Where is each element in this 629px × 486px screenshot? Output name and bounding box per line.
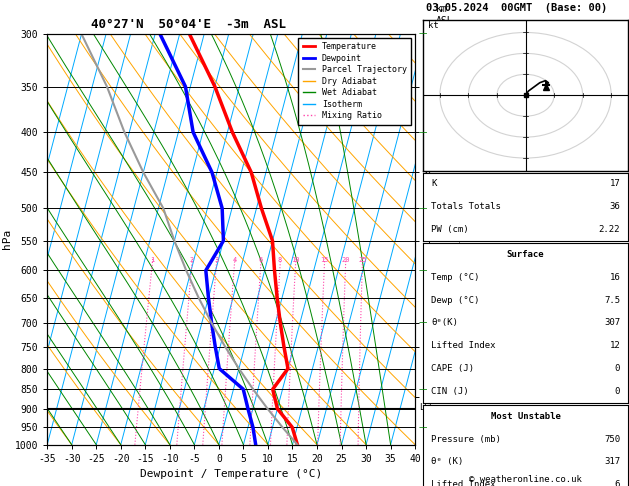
Text: 12: 12 — [610, 341, 620, 350]
Text: θᵉ(K): θᵉ(K) — [431, 318, 458, 328]
Text: 40°27'N  50°04'E  -3m  ASL: 40°27'N 50°04'E -3m ASL — [91, 18, 286, 32]
Text: 3: 3 — [214, 257, 218, 262]
Text: 317: 317 — [604, 457, 620, 467]
Text: Most Unstable: Most Unstable — [491, 412, 560, 421]
Text: 6: 6 — [615, 480, 620, 486]
Text: kt: kt — [428, 21, 439, 30]
Text: 7.5: 7.5 — [604, 295, 620, 305]
Text: 10: 10 — [291, 257, 300, 262]
Text: —: — — [418, 266, 426, 275]
Text: Temp (°C): Temp (°C) — [431, 273, 479, 282]
Text: Dewp (°C): Dewp (°C) — [431, 295, 479, 305]
Text: —: — — [418, 204, 426, 213]
Text: 2.22: 2.22 — [599, 225, 620, 234]
Text: © weatheronline.co.uk: © weatheronline.co.uk — [469, 474, 582, 484]
Text: 25: 25 — [358, 257, 367, 262]
Text: km
ASL: km ASL — [435, 4, 453, 26]
Text: PW (cm): PW (cm) — [431, 225, 469, 234]
Text: 36: 36 — [610, 202, 620, 211]
Text: 2: 2 — [190, 257, 194, 262]
Text: 8: 8 — [278, 257, 282, 262]
Text: CAPE (J): CAPE (J) — [431, 364, 474, 373]
Text: Lifted Index: Lifted Index — [431, 341, 496, 350]
Text: 750: 750 — [604, 434, 620, 444]
Text: 03.05.2024  00GMT  (Base: 00): 03.05.2024 00GMT (Base: 00) — [426, 3, 607, 13]
Text: 307: 307 — [604, 318, 620, 328]
Text: Pressure (mb): Pressure (mb) — [431, 434, 501, 444]
Text: Surface: Surface — [507, 250, 544, 259]
Y-axis label: hPa: hPa — [2, 229, 12, 249]
Legend: Temperature, Dewpoint, Parcel Trajectory, Dry Adiabat, Wet Adiabat, Isotherm, Mi: Temperature, Dewpoint, Parcel Trajectory… — [299, 38, 411, 124]
Text: —: — — [418, 385, 426, 394]
Text: 15: 15 — [320, 257, 329, 262]
Text: 0: 0 — [615, 387, 620, 396]
Text: 16: 16 — [610, 273, 620, 282]
Text: Totals Totals: Totals Totals — [431, 202, 501, 211]
Text: —: — — [418, 318, 426, 328]
Text: Mixing Ratio (g/kg): Mixing Ratio (g/kg) — [458, 184, 468, 295]
Text: —: — — [418, 128, 426, 137]
Text: CIN (J): CIN (J) — [431, 387, 469, 396]
Text: 20: 20 — [342, 257, 350, 262]
Text: Lifted Index: Lifted Index — [431, 480, 496, 486]
Text: K: K — [431, 179, 437, 189]
Text: —: — — [418, 423, 426, 432]
X-axis label: Dewpoint / Temperature (°C): Dewpoint / Temperature (°C) — [140, 469, 322, 479]
Text: 0: 0 — [615, 364, 620, 373]
Text: 4: 4 — [232, 257, 237, 262]
Text: 6: 6 — [259, 257, 263, 262]
Text: LCL: LCL — [419, 403, 434, 412]
Text: θᵉ (K): θᵉ (K) — [431, 457, 463, 467]
Text: —: — — [418, 30, 426, 38]
Text: 17: 17 — [610, 179, 620, 189]
Text: 1: 1 — [150, 257, 154, 262]
